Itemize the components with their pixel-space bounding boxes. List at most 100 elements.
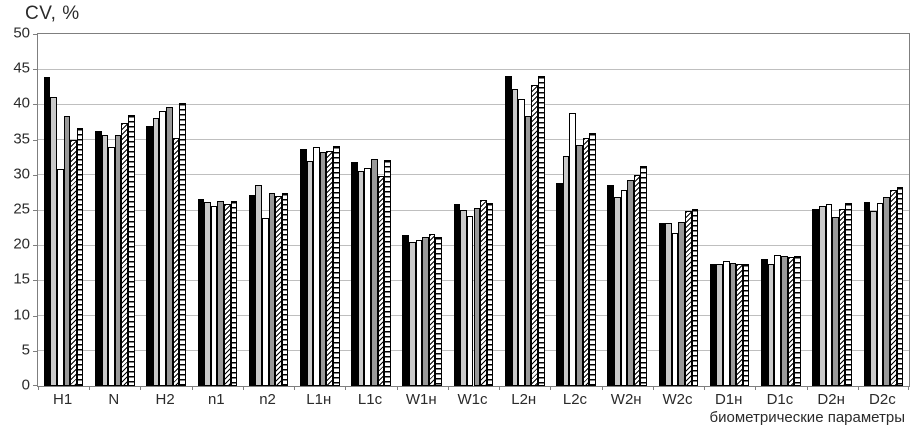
bar-D2н-horizontal-hatch: [845, 203, 852, 386]
bar-L1с-solid-black: [351, 162, 358, 386]
bar-L2н-diagonal-hatch: [531, 85, 538, 386]
bar-L1н-white: [313, 147, 320, 386]
bar-W2н-solid-black: [607, 185, 614, 386]
y-tick-mark: [33, 210, 38, 211]
gridline: [38, 174, 909, 176]
bar-D2с-diagonal-hatch: [889, 190, 897, 386]
bar-W1н-dark-gray: [422, 237, 429, 386]
gridline: [38, 103, 909, 105]
y-tick-label: 20: [13, 235, 30, 253]
bar-W2с-white: [671, 233, 679, 386]
bar-H1-horizontal-hatch: [76, 128, 84, 386]
bar-L2с-light-gray: [562, 156, 570, 386]
bar-W1с-solid-black: [453, 204, 461, 386]
bar-W1с-dark-gray: [473, 208, 481, 386]
x-tick-mark: [857, 386, 859, 390]
gridline: [38, 139, 909, 141]
bar-L2н-light-gray: [511, 89, 519, 386]
bar-W2н-diagonal-hatch: [633, 175, 641, 386]
y-tick-mark: [33, 385, 38, 386]
x-tick-mark: [140, 386, 142, 390]
bar-D2с-dark-gray: [883, 197, 890, 386]
x-tick-label-L1н: L1н: [306, 391, 332, 408]
bar-L1с-white: [364, 168, 372, 386]
x-tick-mark: [191, 386, 193, 390]
bar-L1н-diagonal-hatch: [326, 151, 333, 386]
bar-D2н-light-gray: [818, 206, 826, 386]
x-axis-title: биометрические параметры: [709, 409, 905, 426]
bar-n1-diagonal-hatch: [223, 204, 231, 386]
bar-L1н-solid-black: [299, 149, 307, 386]
x-tick-mark: [908, 386, 909, 390]
bar-D1с-horizontal-hatch: [794, 256, 801, 386]
bar-D1н-horizontal-hatch: [742, 264, 750, 386]
y-tick-mark: [33, 350, 38, 352]
x-tick-mark: [242, 386, 244, 390]
bar-D1н-dark-gray: [729, 263, 737, 386]
bar-L2н-solid-black: [504, 76, 512, 386]
x-tick-label-W1н: W1н: [405, 391, 437, 408]
bar-D2н-diagonal-hatch: [838, 209, 846, 386]
x-tick-label-W2с: W2с: [662, 391, 693, 408]
bar-W1н-horizontal-hatch: [435, 237, 443, 386]
bar-L2с-horizontal-hatch: [589, 133, 596, 386]
bar-L2с-dark-gray: [575, 145, 583, 386]
bar-n2-horizontal-hatch: [281, 193, 289, 386]
bar-n2-solid-black: [248, 195, 256, 386]
bar-W2с-dark-gray: [678, 222, 686, 386]
bar-D1н-light-gray: [716, 264, 724, 386]
bar-n1-solid-black: [197, 199, 205, 386]
bar-W1с-light-gray: [460, 210, 467, 386]
x-tick-label-H2: H2: [155, 391, 175, 408]
bar-D1с-diagonal-hatch: [787, 257, 795, 386]
x-tick-mark: [294, 386, 296, 390]
bar-D1н-white: [723, 261, 730, 386]
y-tick-label: 25: [13, 200, 30, 218]
y-tick-label: 30: [13, 165, 30, 183]
x-tick-label-D1с: D1с: [766, 391, 794, 408]
bar-L2н-horizontal-hatch: [537, 76, 545, 386]
bar-H2-solid-black: [146, 126, 153, 386]
bar-W1с-horizontal-hatch: [486, 203, 494, 386]
y-tick-label: 10: [13, 306, 30, 324]
bar-H1-diagonal-hatch: [70, 140, 77, 386]
bar-D1с-dark-gray: [780, 256, 788, 386]
y-tick-label: 40: [13, 94, 30, 112]
gridline: [38, 68, 909, 70]
bar-N-white: [108, 147, 115, 386]
x-tick-mark: [499, 386, 501, 390]
bar-W2н-horizontal-hatch: [640, 166, 647, 386]
y-tick-mark: [33, 104, 38, 106]
bar-D2с-white: [876, 203, 884, 386]
bar-n2-light-gray: [255, 185, 262, 386]
bar-W2с-solid-black: [658, 223, 666, 386]
plot-area: [33, 33, 910, 390]
x-tick-mark: [396, 386, 398, 390]
x-tick-label-L1с: L1с: [357, 391, 383, 408]
x-tick-mark: [447, 386, 449, 390]
bar-N-solid-black: [95, 131, 102, 386]
x-tick-label-D2н: D2н: [817, 391, 845, 408]
bar-N-horizontal-hatch: [128, 115, 135, 386]
bar-L2н-white: [518, 99, 525, 386]
bar-L1с-horizontal-hatch: [384, 160, 391, 386]
bar-n1-white: [210, 206, 218, 386]
bar-W2н-dark-gray: [627, 180, 634, 386]
bar-D2с-light-gray: [870, 211, 877, 386]
x-tick-mark: [89, 386, 91, 390]
bar-L2с-white: [569, 113, 576, 386]
y-tick-mark: [33, 280, 38, 282]
y-axis: 0 5 10 15 20 25 30 35 40 45 50: [0, 25, 30, 394]
bar-W1н-white: [415, 240, 423, 386]
x-tick-label-L2с: L2с: [562, 391, 588, 408]
bar-L1н-dark-gray: [319, 152, 327, 386]
bar-D1н-solid-black: [709, 264, 717, 386]
bar-H1-white: [57, 169, 64, 386]
bar-D1с-solid-black: [761, 259, 768, 386]
bar-D2с-solid-black: [863, 202, 871, 386]
bar-W2с-light-gray: [665, 223, 672, 386]
bar-n2-dark-gray: [268, 193, 276, 386]
x-tick-label-D1н: D1н: [714, 391, 743, 408]
bar-H1-light-gray: [50, 97, 57, 386]
